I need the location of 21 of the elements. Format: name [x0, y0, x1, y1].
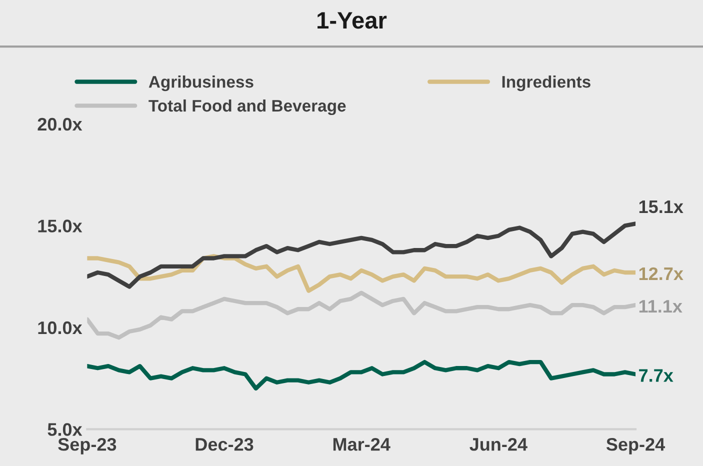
annotation: 12.7x [639, 267, 684, 280]
y-tick-label: 5.0x [48, 423, 82, 436]
line-series [87, 254, 636, 293]
annotation: 11.1x [639, 300, 682, 313]
x-tick-label: Dec-23 [196, 438, 254, 451]
annotation: 7.7x [639, 369, 674, 382]
x-tick-label: Mar-24 [333, 438, 390, 451]
x-tick-label: Jun-24 [470, 438, 528, 451]
y-tick-label: 20.0x [38, 118, 82, 131]
line-series [87, 360, 636, 391]
chart-title: 1-Year [318, 12, 387, 29]
x-tick-label: Sep-24 [606, 438, 666, 454]
line-series [87, 290, 636, 340]
x-tick-label: Sep-23 [58, 438, 116, 454]
legend-label: Ingredients [502, 76, 590, 92]
legend-label: Total Food and Beverage [148, 99, 346, 116]
y-tick-label: 10.0x [38, 321, 82, 334]
y-tick-label: 15.0x [38, 220, 82, 232]
legend-label: Agribusiness [148, 76, 254, 92]
annotation: 15.1x [639, 200, 684, 214]
line-series [87, 222, 636, 289]
